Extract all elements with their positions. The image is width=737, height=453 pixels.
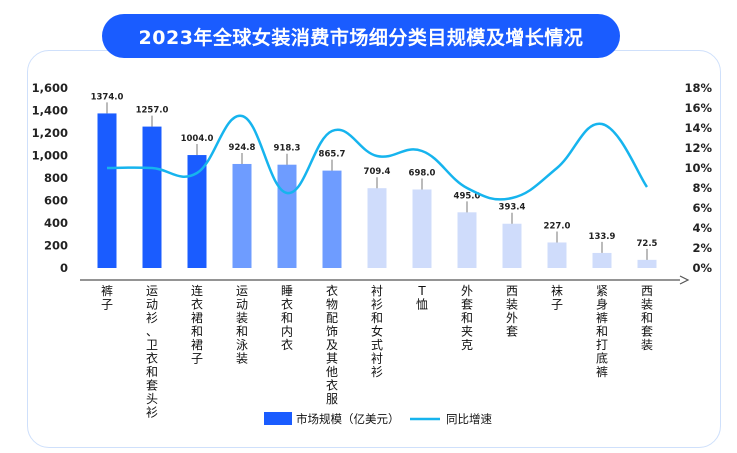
- bar: [637, 259, 657, 268]
- right-axis-tick-label: 18%: [684, 81, 712, 95]
- left-axis-tick-label: 600: [44, 194, 68, 208]
- category-label: 裤子: [101, 284, 113, 312]
- left-axis-tick-label: 1,200: [32, 126, 68, 140]
- bar-value-label: 133.9: [589, 232, 616, 242]
- bar-value-label: 698.0: [409, 168, 436, 178]
- category-label: 运动衫、卫衣和套头衫: [146, 284, 158, 420]
- bar-value-label: 1004.0: [181, 134, 214, 144]
- bar-value-label: 1374.0: [91, 92, 124, 102]
- title-banner: 2023年全球女装消费市场细分类目规模及增长情况: [102, 14, 620, 58]
- x-axis: [80, 275, 690, 285]
- left-axis-tick-label: 0: [60, 261, 68, 275]
- category-label: 西装外套: [506, 284, 518, 339]
- left-axis-tick-label: 400: [44, 216, 68, 230]
- bar-value-label: 924.8: [229, 143, 256, 153]
- category-label: 衣物配饰及其他衣服: [326, 283, 338, 406]
- right-axis-tick-label: 2%: [692, 241, 712, 255]
- bar-series: [97, 113, 657, 269]
- bar-value-label: 495.0: [454, 191, 481, 201]
- chart-title: 2023年全球女装消费市场细分类目规模及增长情况: [138, 26, 584, 49]
- bar-value-label: 227.0: [544, 221, 571, 231]
- right-axis-tick-label: 12%: [684, 141, 712, 155]
- left-axis-tick-label: 1,000: [32, 149, 68, 163]
- right-axis-tick-label: 14%: [684, 121, 712, 135]
- line-series: [106, 114, 649, 201]
- left-axis-tick-label: 800: [44, 171, 68, 185]
- bar-value-label: 709.4: [364, 167, 391, 177]
- category-label: 外套和夹克: [461, 284, 473, 352]
- left-axis-tick-label: 200: [44, 239, 68, 253]
- bar-value-label: 918.3: [274, 144, 301, 154]
- bar: [412, 189, 432, 268]
- bar-value-label: 393.4: [499, 203, 526, 213]
- bar: [592, 252, 612, 268]
- right-axis-tick-label: 6%: [692, 201, 712, 215]
- right-axis-tick-label: 4%: [692, 221, 712, 235]
- bar: [142, 126, 162, 269]
- right-axis-tick-label: 10%: [684, 161, 712, 175]
- bar-value-label: 72.5: [637, 239, 658, 249]
- legend-swatch-bar: [264, 412, 292, 425]
- legend: 市场规模（亿美元） 同比增速: [264, 412, 492, 426]
- right-axis: 0% 2% 4% 6% 8% 10% 12% 14% 16% 18%: [684, 81, 712, 275]
- category-label: 衬衫和女式衬衫: [371, 284, 383, 379]
- growth-line: [106, 114, 649, 201]
- right-axis-tick-label: 0%: [692, 261, 712, 275]
- bar: [277, 164, 297, 268]
- category-label: 西装和套装: [641, 284, 653, 352]
- x-axis-arrow: [679, 275, 690, 285]
- bar: [547, 242, 567, 268]
- left-axis: 0 200 400 600 800 1,000 1,200 1,400 1,600: [32, 81, 68, 275]
- category-label: 袜子: [551, 284, 563, 312]
- left-axis-tick-label: 1,400: [32, 104, 68, 118]
- category-label: 运动装和泳装: [236, 284, 248, 366]
- right-axis-tick-label: 16%: [684, 101, 712, 115]
- right-axis-tick-label: 8%: [692, 181, 712, 195]
- bar: [187, 155, 207, 268]
- category-labels: 裤子 运动衫、卫衣和套头衫 连衣裙和裙子 运动装和泳装 睡衣和内衣 衣物配饰及其他衣服 衬衫…: [101, 283, 653, 420]
- bar-value-label: 865.7: [319, 150, 346, 160]
- legend-label-line: 同比增速: [446, 412, 492, 426]
- bar: [322, 170, 342, 268]
- bar: [97, 113, 117, 268]
- legend-label-bar: 市场规模（亿美元）: [296, 412, 400, 426]
- bar-value-labels: 1374.0 1257.0 1004.0 924.8 918.3 865.7 709.4 69…: [91, 92, 658, 260]
- bar: [367, 188, 387, 268]
- left-axis-tick-label: 1,600: [32, 81, 68, 95]
- category-label: 紧身裤和打底裤: [596, 284, 608, 379]
- category-label: 睡衣和内衣: [281, 284, 293, 352]
- bar-value-label: 1257.0: [136, 106, 169, 116]
- category-label: 连衣裙和裙子: [191, 283, 203, 366]
- bar: [457, 212, 477, 268]
- bar: [232, 163, 252, 268]
- bar: [502, 223, 522, 268]
